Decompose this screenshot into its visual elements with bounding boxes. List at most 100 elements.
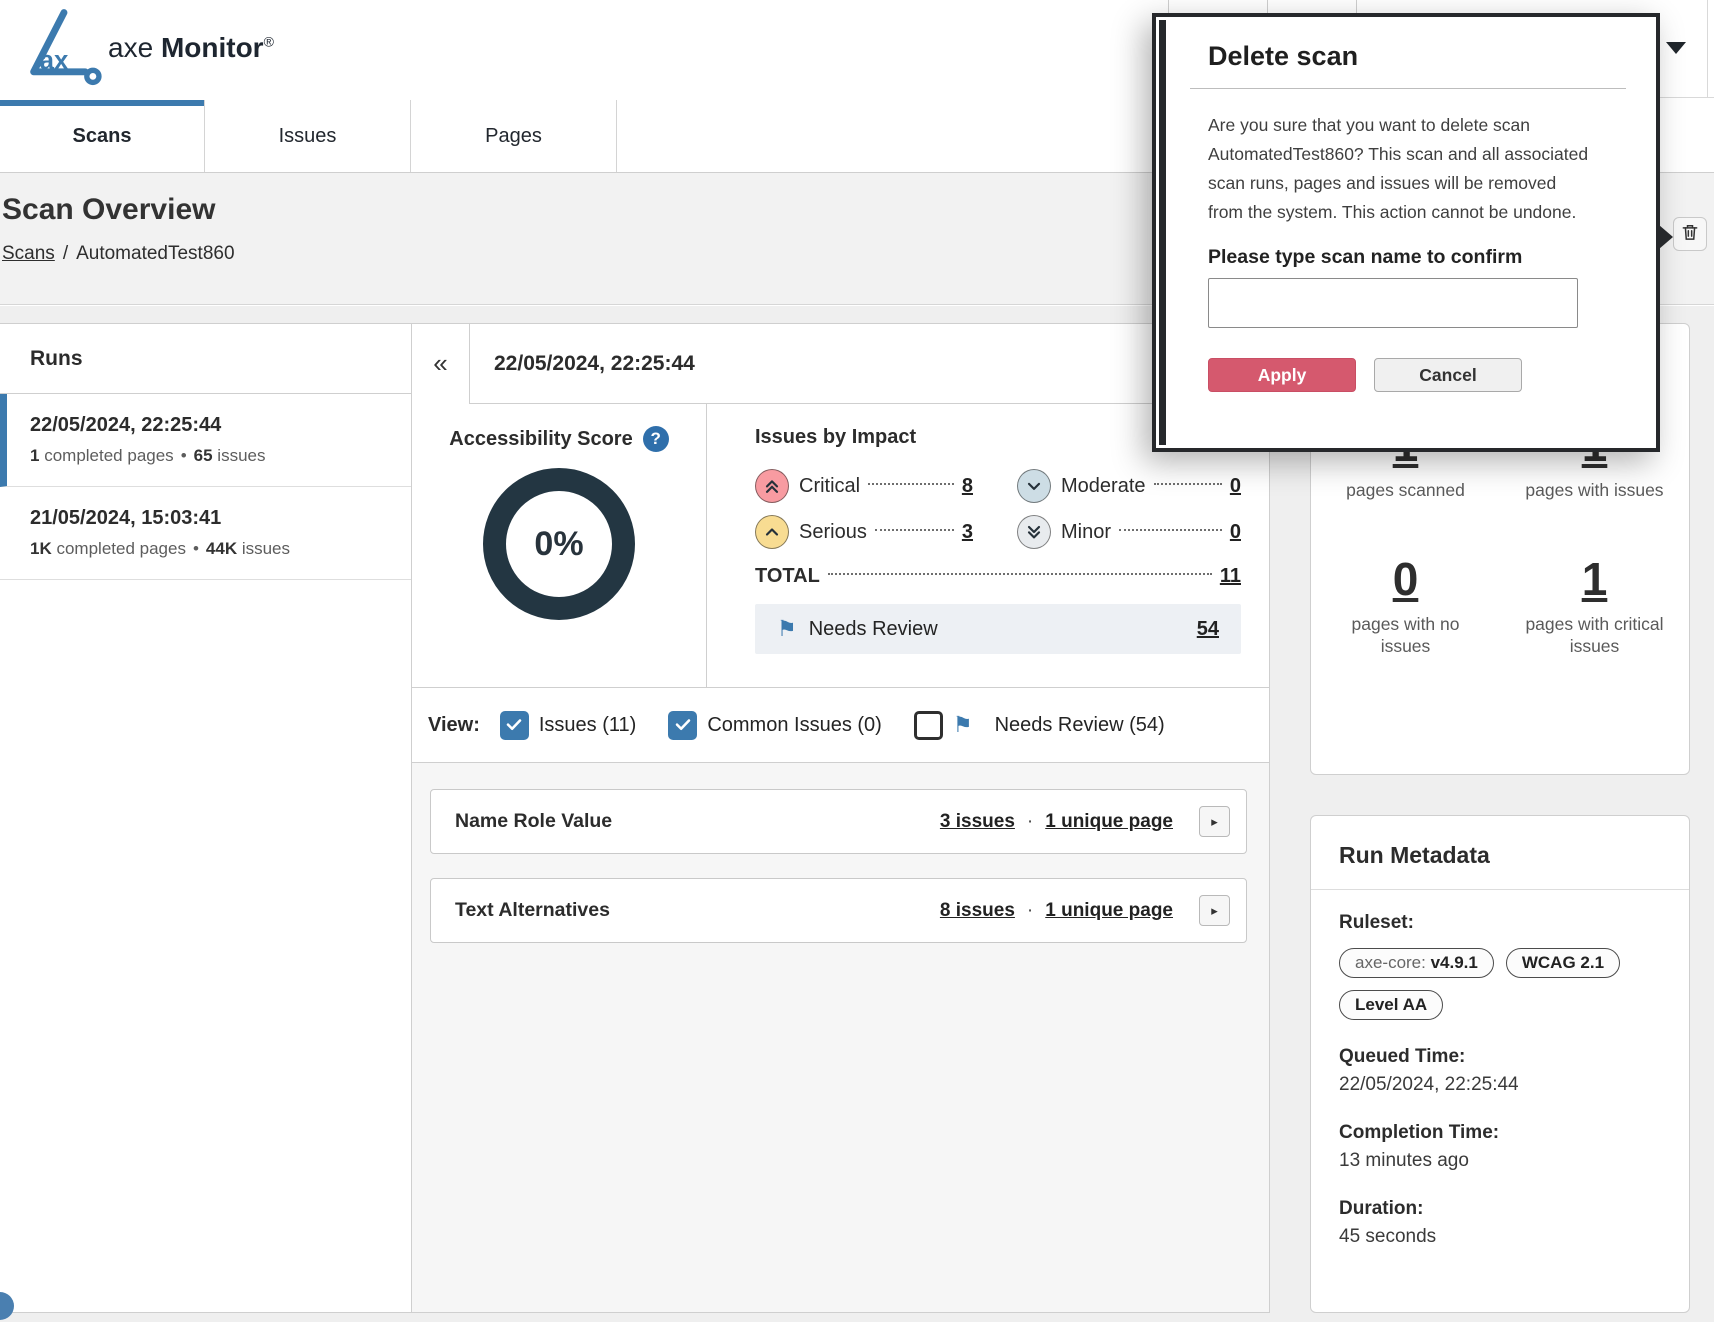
view-filter-row: View: Issues (11) Common Issues (0) ⚑ Ne… bbox=[412, 688, 1269, 763]
accessibility-score-section: Accessibility Score ? 0% bbox=[412, 404, 707, 687]
stat-value-link[interactable]: 0 bbox=[1392, 552, 1419, 605]
breadcrumb-current: AutomatedTest860 bbox=[76, 243, 235, 264]
scan-name-confirm-input[interactable] bbox=[1208, 278, 1578, 328]
impact-critical-row: Critical 8 bbox=[755, 469, 973, 503]
confirm-name-label: Please type scan name to confirm bbox=[1208, 246, 1523, 268]
category-name: Name Role Value bbox=[455, 810, 613, 832]
runs-panel-title: Runs bbox=[0, 324, 411, 394]
cancel-button[interactable]: Cancel bbox=[1374, 358, 1522, 392]
issues-by-impact-title: Issues by Impact bbox=[755, 426, 917, 448]
delete-scan-dialog: Delete scan Are you sure that you want t… bbox=[1152, 13, 1673, 452]
header-divider bbox=[1707, 0, 1708, 98]
collapse-runs-button[interactable]: « bbox=[412, 323, 470, 404]
accessibility-score-donut: 0% bbox=[483, 468, 635, 620]
run-date: 22/05/2024, 22:25:44 bbox=[30, 414, 222, 436]
category-issues-link[interactable]: 3 issues bbox=[939, 810, 1015, 832]
queued-time-label: Queued Time: bbox=[1339, 1046, 1466, 1067]
accessibility-score-value: 0% bbox=[534, 524, 584, 563]
run-metadata-panel: Run Metadata Ruleset: axe-core: v4.9.1 W… bbox=[1310, 815, 1690, 1313]
serious-impact-icon bbox=[755, 515, 789, 549]
help-icon[interactable]: ? bbox=[642, 426, 669, 452]
divider bbox=[1311, 889, 1689, 890]
minor-count-link[interactable]: 0 bbox=[1229, 520, 1241, 543]
tab-pages[interactable]: Pages bbox=[411, 100, 617, 172]
user-menu-caret-icon[interactable] bbox=[1666, 42, 1686, 54]
impact-minor-row: Minor 0 bbox=[1017, 515, 1241, 549]
breadcrumb: Scans / AutomatedTest860 bbox=[2, 243, 235, 264]
dialog-message: Are you sure that you want to delete sca… bbox=[1208, 115, 1589, 222]
impact-serious-row: Serious 3 bbox=[755, 515, 973, 549]
moderate-impact-icon bbox=[1017, 469, 1051, 503]
stat-pages-critical-issues: 1 pages with critical issues bbox=[1525, 552, 1664, 656]
stat-value-link[interactable]: 1 bbox=[1581, 552, 1608, 605]
checkbox-issues[interactable]: Issues (11) bbox=[499, 710, 636, 740]
completion-time-value: 13 minutes ago bbox=[1339, 1150, 1469, 1171]
duration-value: 45 seconds bbox=[1339, 1226, 1437, 1247]
stat-pages-no-issues: 0 pages with no issues bbox=[1351, 552, 1460, 656]
tab-issues[interactable]: Issues bbox=[205, 100, 411, 172]
chevron-right-icon: ▸ bbox=[1211, 813, 1218, 829]
breadcrumb-scans-link[interactable]: Scans bbox=[2, 243, 55, 264]
category-pages-link[interactable]: 1 unique page bbox=[1045, 810, 1173, 832]
score-impact-section: Accessibility Score ? 0% Issues by Impac… bbox=[412, 404, 1269, 688]
ruleset-pill-wcag: WCAG 2.1 bbox=[1505, 948, 1621, 978]
hidden-toolbar-edge bbox=[1168, 0, 1169, 13]
dialog-title: Delete scan bbox=[1208, 41, 1359, 71]
category-issues-link[interactable]: 8 issues bbox=[939, 899, 1015, 921]
ruleset-pill-level: Level AA bbox=[1339, 990, 1444, 1020]
serious-count-link[interactable]: 3 bbox=[961, 520, 973, 543]
run-detail-date: 22/05/2024, 22:25:44 bbox=[494, 351, 695, 375]
run-list-item[interactable]: 22/05/2024, 22:25:44 1 completed pages • 6… bbox=[0, 394, 411, 487]
moderate-count-link[interactable]: 0 bbox=[1229, 474, 1241, 497]
issue-category-row: Name Role Value 3 issues · 1 unique page… bbox=[430, 789, 1247, 854]
flag-icon: ⚑ bbox=[952, 712, 973, 737]
completion-time-label: Completion Time: bbox=[1339, 1122, 1500, 1143]
category-name: Text Alternatives bbox=[455, 899, 610, 921]
critical-count-link[interactable]: 8 bbox=[961, 474, 973, 497]
tab-issues-label: Issues bbox=[278, 124, 337, 147]
accessibility-score-label: Accessibility Score bbox=[449, 427, 633, 450]
run-summary: 1 completed pages • 65 issues bbox=[30, 446, 266, 465]
chevron-right-icon: ▸ bbox=[1211, 902, 1218, 918]
flag-icon: ⚑ bbox=[777, 616, 797, 641]
ruleset-label: Ruleset: bbox=[1339, 912, 1414, 933]
issues-by-impact-section: Issues by Impact Critical 8 bbox=[707, 404, 1269, 687]
issue-category-row: Text Alternatives 8 issues · 1 unique pa… bbox=[430, 878, 1247, 943]
divider bbox=[1190, 88, 1626, 89]
needs-review-label: Needs Review bbox=[808, 617, 938, 640]
dialog-pointer-arrow bbox=[1659, 225, 1673, 249]
hidden-toolbar-edge bbox=[1356, 0, 1357, 13]
chat-widget-edge[interactable] bbox=[0, 1292, 14, 1320]
ruleset-pill-axe-core: axe-core: v4.9.1 bbox=[1339, 948, 1494, 978]
axe-logo-icon: ax bbox=[26, 6, 102, 97]
impact-moderate-row: Moderate 0 bbox=[1017, 469, 1241, 503]
duration-label: Duration: bbox=[1339, 1198, 1424, 1219]
hidden-toolbar-edge bbox=[1267, 0, 1268, 13]
page-title: Scan Overview bbox=[2, 193, 216, 226]
trash-icon bbox=[1680, 222, 1700, 247]
tab-scans[interactable]: Scans bbox=[0, 100, 205, 172]
total-count-link[interactable]: 11 bbox=[1219, 565, 1241, 587]
checkbox-common-issues[interactable]: Common Issues (0) bbox=[668, 710, 882, 740]
runs-panel: Runs 22/05/2024, 22:25:44 1 completed pa… bbox=[0, 323, 412, 1313]
needs-review-count-link[interactable]: 54 bbox=[1196, 617, 1219, 640]
view-label: View: bbox=[428, 713, 480, 736]
impact-total-row: TOTAL 11 bbox=[755, 565, 1241, 587]
needs-review-banner: ⚑ Needs Review 54 bbox=[755, 604, 1241, 654]
minor-impact-icon bbox=[1017, 515, 1051, 549]
checkbox-needs-review[interactable]: ⚑ Needs Review (54) bbox=[913, 710, 1165, 740]
critical-impact-icon bbox=[755, 469, 789, 503]
tab-scans-label: Scans bbox=[72, 124, 132, 147]
run-summary: 1K completed pages • 44K issues bbox=[30, 539, 291, 558]
category-pages-link[interactable]: 1 unique page bbox=[1045, 899, 1173, 921]
run-date: 21/05/2024, 15:03:41 bbox=[30, 507, 222, 529]
delete-scan-button[interactable] bbox=[1673, 217, 1707, 251]
checkbox-checked-icon bbox=[668, 710, 698, 740]
run-list-item[interactable]: 21/05/2024, 15:03:41 1K completed pages •… bbox=[0, 487, 411, 580]
expand-category-button[interactable]: ▸ bbox=[1199, 806, 1230, 837]
apply-button[interactable]: Apply bbox=[1208, 358, 1356, 392]
expand-category-button[interactable]: ▸ bbox=[1199, 895, 1230, 926]
checkbox-checked-icon bbox=[499, 710, 529, 740]
header-divider bbox=[1652, 97, 1714, 98]
